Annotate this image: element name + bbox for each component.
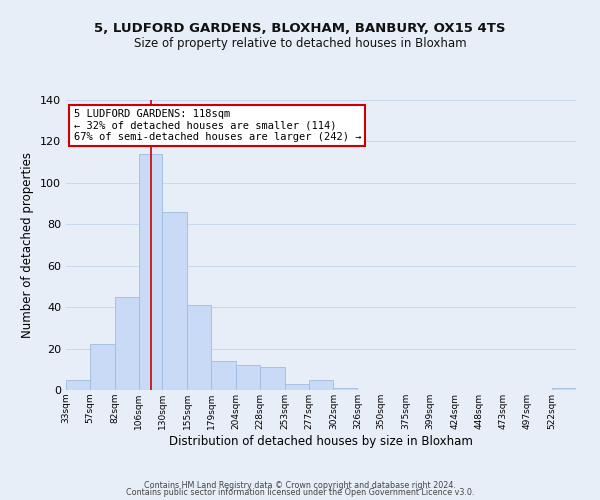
Bar xyxy=(66,380,90,390)
Bar xyxy=(260,367,285,390)
X-axis label: Distribution of detached houses by size in Bloxham: Distribution of detached houses by size … xyxy=(169,434,473,448)
Bar xyxy=(334,388,357,390)
Text: Contains public sector information licensed under the Open Government Licence v3: Contains public sector information licen… xyxy=(126,488,474,497)
Bar xyxy=(115,297,139,390)
Text: Contains HM Land Registry data © Crown copyright and database right 2024.: Contains HM Land Registry data © Crown c… xyxy=(144,480,456,490)
Bar xyxy=(552,388,576,390)
Bar xyxy=(211,361,236,390)
Text: Size of property relative to detached houses in Bloxham: Size of property relative to detached ho… xyxy=(134,38,466,51)
Bar xyxy=(308,380,334,390)
Text: 5, LUDFORD GARDENS, BLOXHAM, BANBURY, OX15 4TS: 5, LUDFORD GARDENS, BLOXHAM, BANBURY, OX… xyxy=(94,22,506,36)
Text: 5 LUDFORD GARDENS: 118sqm
← 32% of detached houses are smaller (114)
67% of semi: 5 LUDFORD GARDENS: 118sqm ← 32% of detac… xyxy=(74,108,361,142)
Bar xyxy=(90,344,115,390)
Bar xyxy=(187,305,211,390)
Bar xyxy=(285,384,308,390)
Bar xyxy=(236,365,260,390)
Bar xyxy=(163,212,187,390)
Bar xyxy=(139,154,163,390)
Y-axis label: Number of detached properties: Number of detached properties xyxy=(22,152,34,338)
